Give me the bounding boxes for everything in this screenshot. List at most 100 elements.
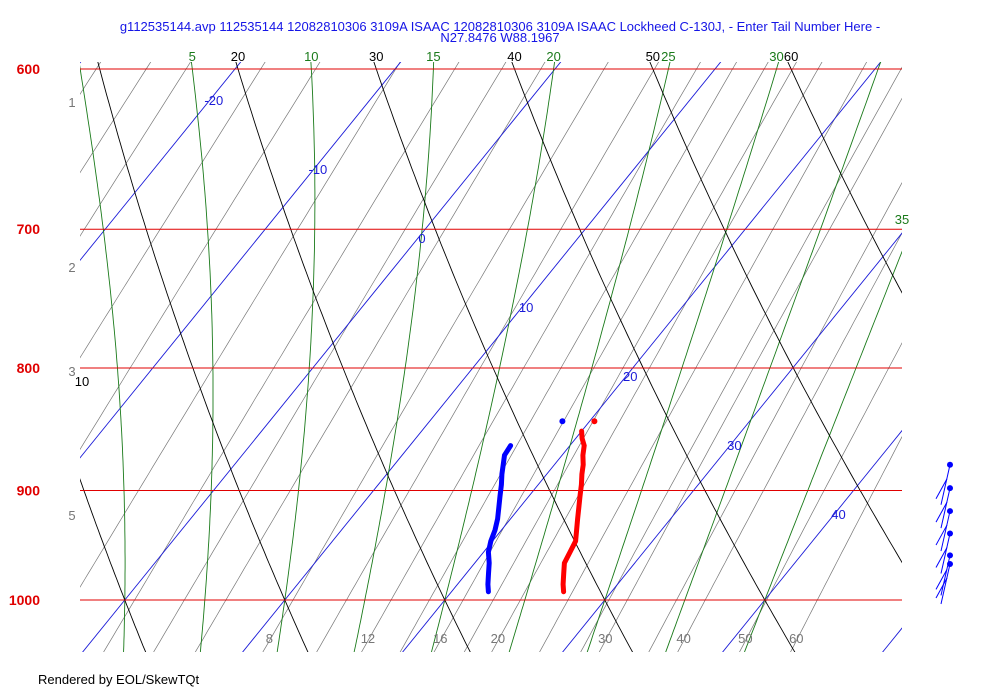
mixing-ratio-label: 2 <box>68 260 75 275</box>
isotherm-line <box>242 62 722 652</box>
isotherm-label: 20 <box>623 369 637 384</box>
mixing-ratio-label: 30 <box>598 631 612 646</box>
wind-barb-shaft <box>940 464 951 505</box>
mixing-ratio-line <box>361 62 701 652</box>
moist-adiabat-line <box>0 34 47 661</box>
isotherm-label: 10 <box>519 300 533 315</box>
temperature-trace <box>560 428 587 595</box>
dry-adiabat-label: 10 <box>75 374 89 389</box>
mixing-ratio-label: 1 <box>68 95 75 110</box>
mixing-ratio-line <box>677 232 902 652</box>
dry-adiabat-line <box>912 34 1000 661</box>
moist-adiabat-label: 5 <box>189 49 196 64</box>
mixing-ratio-line <box>598 97 902 652</box>
mixing-ratio-line <box>153 62 507 652</box>
chart-title: g112535144.avp 112535144 12082810306 310… <box>120 19 880 45</box>
mixing-ratio-label: 5 <box>68 508 75 523</box>
pressure-tick-label: 800 <box>17 360 41 376</box>
mixing-ratio-line <box>491 62 823 652</box>
mixing-ratio-line <box>80 62 102 95</box>
mixing-ratio-label: 3 <box>68 364 75 379</box>
isotherm-label: 30 <box>727 438 741 453</box>
mixing-ratio-line <box>80 62 321 451</box>
isotherm-line <box>80 62 402 459</box>
wind-barb-shaft <box>940 533 951 574</box>
isotherm-line <box>882 627 902 652</box>
moist-adiabat-label: 10 <box>304 49 318 64</box>
dry-adiabat-label: 60 <box>784 49 798 64</box>
mixing-ratio-label: 40 <box>676 631 690 646</box>
mixing-ratio-line <box>194 62 546 652</box>
mixing-ratio-label: 12 <box>361 631 375 646</box>
mixing-ratio-line <box>80 62 191 237</box>
moist-adiabat-line <box>431 62 556 652</box>
wind-barb-flag <box>935 569 948 590</box>
mixing-ratio-line <box>739 342 902 652</box>
moist-adiabat-line <box>508 62 671 652</box>
mixing-ratio-line <box>580 66 902 652</box>
moist-adiabat-lines <box>0 34 902 661</box>
moist-adiabat-line <box>665 62 882 652</box>
renderer-credit: Rendered by EOL/SkewTQt <box>38 672 200 687</box>
temperature-point <box>591 418 598 425</box>
moist-adiabat-line <box>586 62 780 652</box>
wind-barb-shaft <box>940 510 951 552</box>
moist-adiabat-label: 15 <box>426 49 440 64</box>
sounding-traces <box>485 418 598 595</box>
mixing-ratio-label: 50 <box>738 631 752 646</box>
pressure-tick-label: 600 <box>17 61 41 77</box>
mixing-ratio-line <box>80 62 152 174</box>
moist-adiabat-line <box>80 64 126 652</box>
dry-adiabat-line <box>649 62 902 564</box>
wind-barbs <box>935 461 953 605</box>
moist-adiabat-line <box>190 62 214 652</box>
moist-adiabat-line <box>353 62 435 652</box>
mixing-ratio-line <box>80 62 401 588</box>
isotherm-label: 0 <box>418 231 425 246</box>
wind-barb-flag <box>935 501 948 523</box>
dry-adiabat-line <box>373 62 634 652</box>
mixing-ratio-label: 60 <box>789 631 803 646</box>
isotherm-line <box>402 62 882 652</box>
moist-adiabat-label: 30 <box>769 49 783 64</box>
wind-barb-shaft <box>940 563 951 605</box>
isotherm-line <box>80 62 242 262</box>
mixing-ratio-line <box>790 436 902 652</box>
title-line1: g112535144.avp 112535144 12082810306 310… <box>120 19 880 34</box>
moist-adiabat-label: 25 <box>661 49 675 64</box>
mixing-ratio-label: 8 <box>266 631 273 646</box>
dry-adiabat-label: 50 <box>646 49 660 64</box>
isotherm-label: -20 <box>204 93 223 108</box>
moist-adiabat-label: 20 <box>546 49 560 64</box>
mixing-ratio-line <box>262 62 609 652</box>
isotherm-line <box>82 62 562 652</box>
mixing-ratio-line <box>463 62 797 652</box>
dewpoint-trace <box>485 443 514 595</box>
isotherm-lines <box>80 62 902 652</box>
wind-barb-flag <box>935 547 948 568</box>
dry-adiabat-label: 20 <box>231 49 245 64</box>
moist-adiabat-line <box>744 250 902 652</box>
isotherm-line <box>722 429 902 652</box>
dry-adiabat-label: 40 <box>507 49 521 64</box>
moist-adiabat-label: 35 <box>895 212 909 227</box>
pressure-tick-label: 900 <box>17 482 41 498</box>
mixing-ratio-line <box>103 62 460 652</box>
axis-labels: 600 700 800 900 1000 -20 -10 0 10 20 30 40 10 20 30 40 5… <box>9 49 909 646</box>
dry-adiabat-line <box>235 62 471 652</box>
dry-adiabat-lines <box>80 34 1000 661</box>
dry-adiabat-line <box>787 62 902 294</box>
dry-adiabat-line <box>80 478 147 652</box>
mixing-ratio-line <box>316 62 660 652</box>
isotherm-label: 40 <box>831 507 845 522</box>
title-line2: N27.8476 W88.1967 <box>440 30 559 45</box>
moist-adiabat-line <box>276 62 316 652</box>
dry-adiabat-line <box>97 62 309 652</box>
mixing-ratio-line <box>539 62 868 652</box>
wind-barb-shaft <box>940 488 951 529</box>
isotherm-label: -10 <box>309 162 328 177</box>
pressure-tick-label: 700 <box>17 221 41 237</box>
pressure-tick-label: 1000 <box>9 592 40 608</box>
mixing-ratio-label: 16 <box>433 631 447 646</box>
isobar-lines <box>80 68 902 601</box>
